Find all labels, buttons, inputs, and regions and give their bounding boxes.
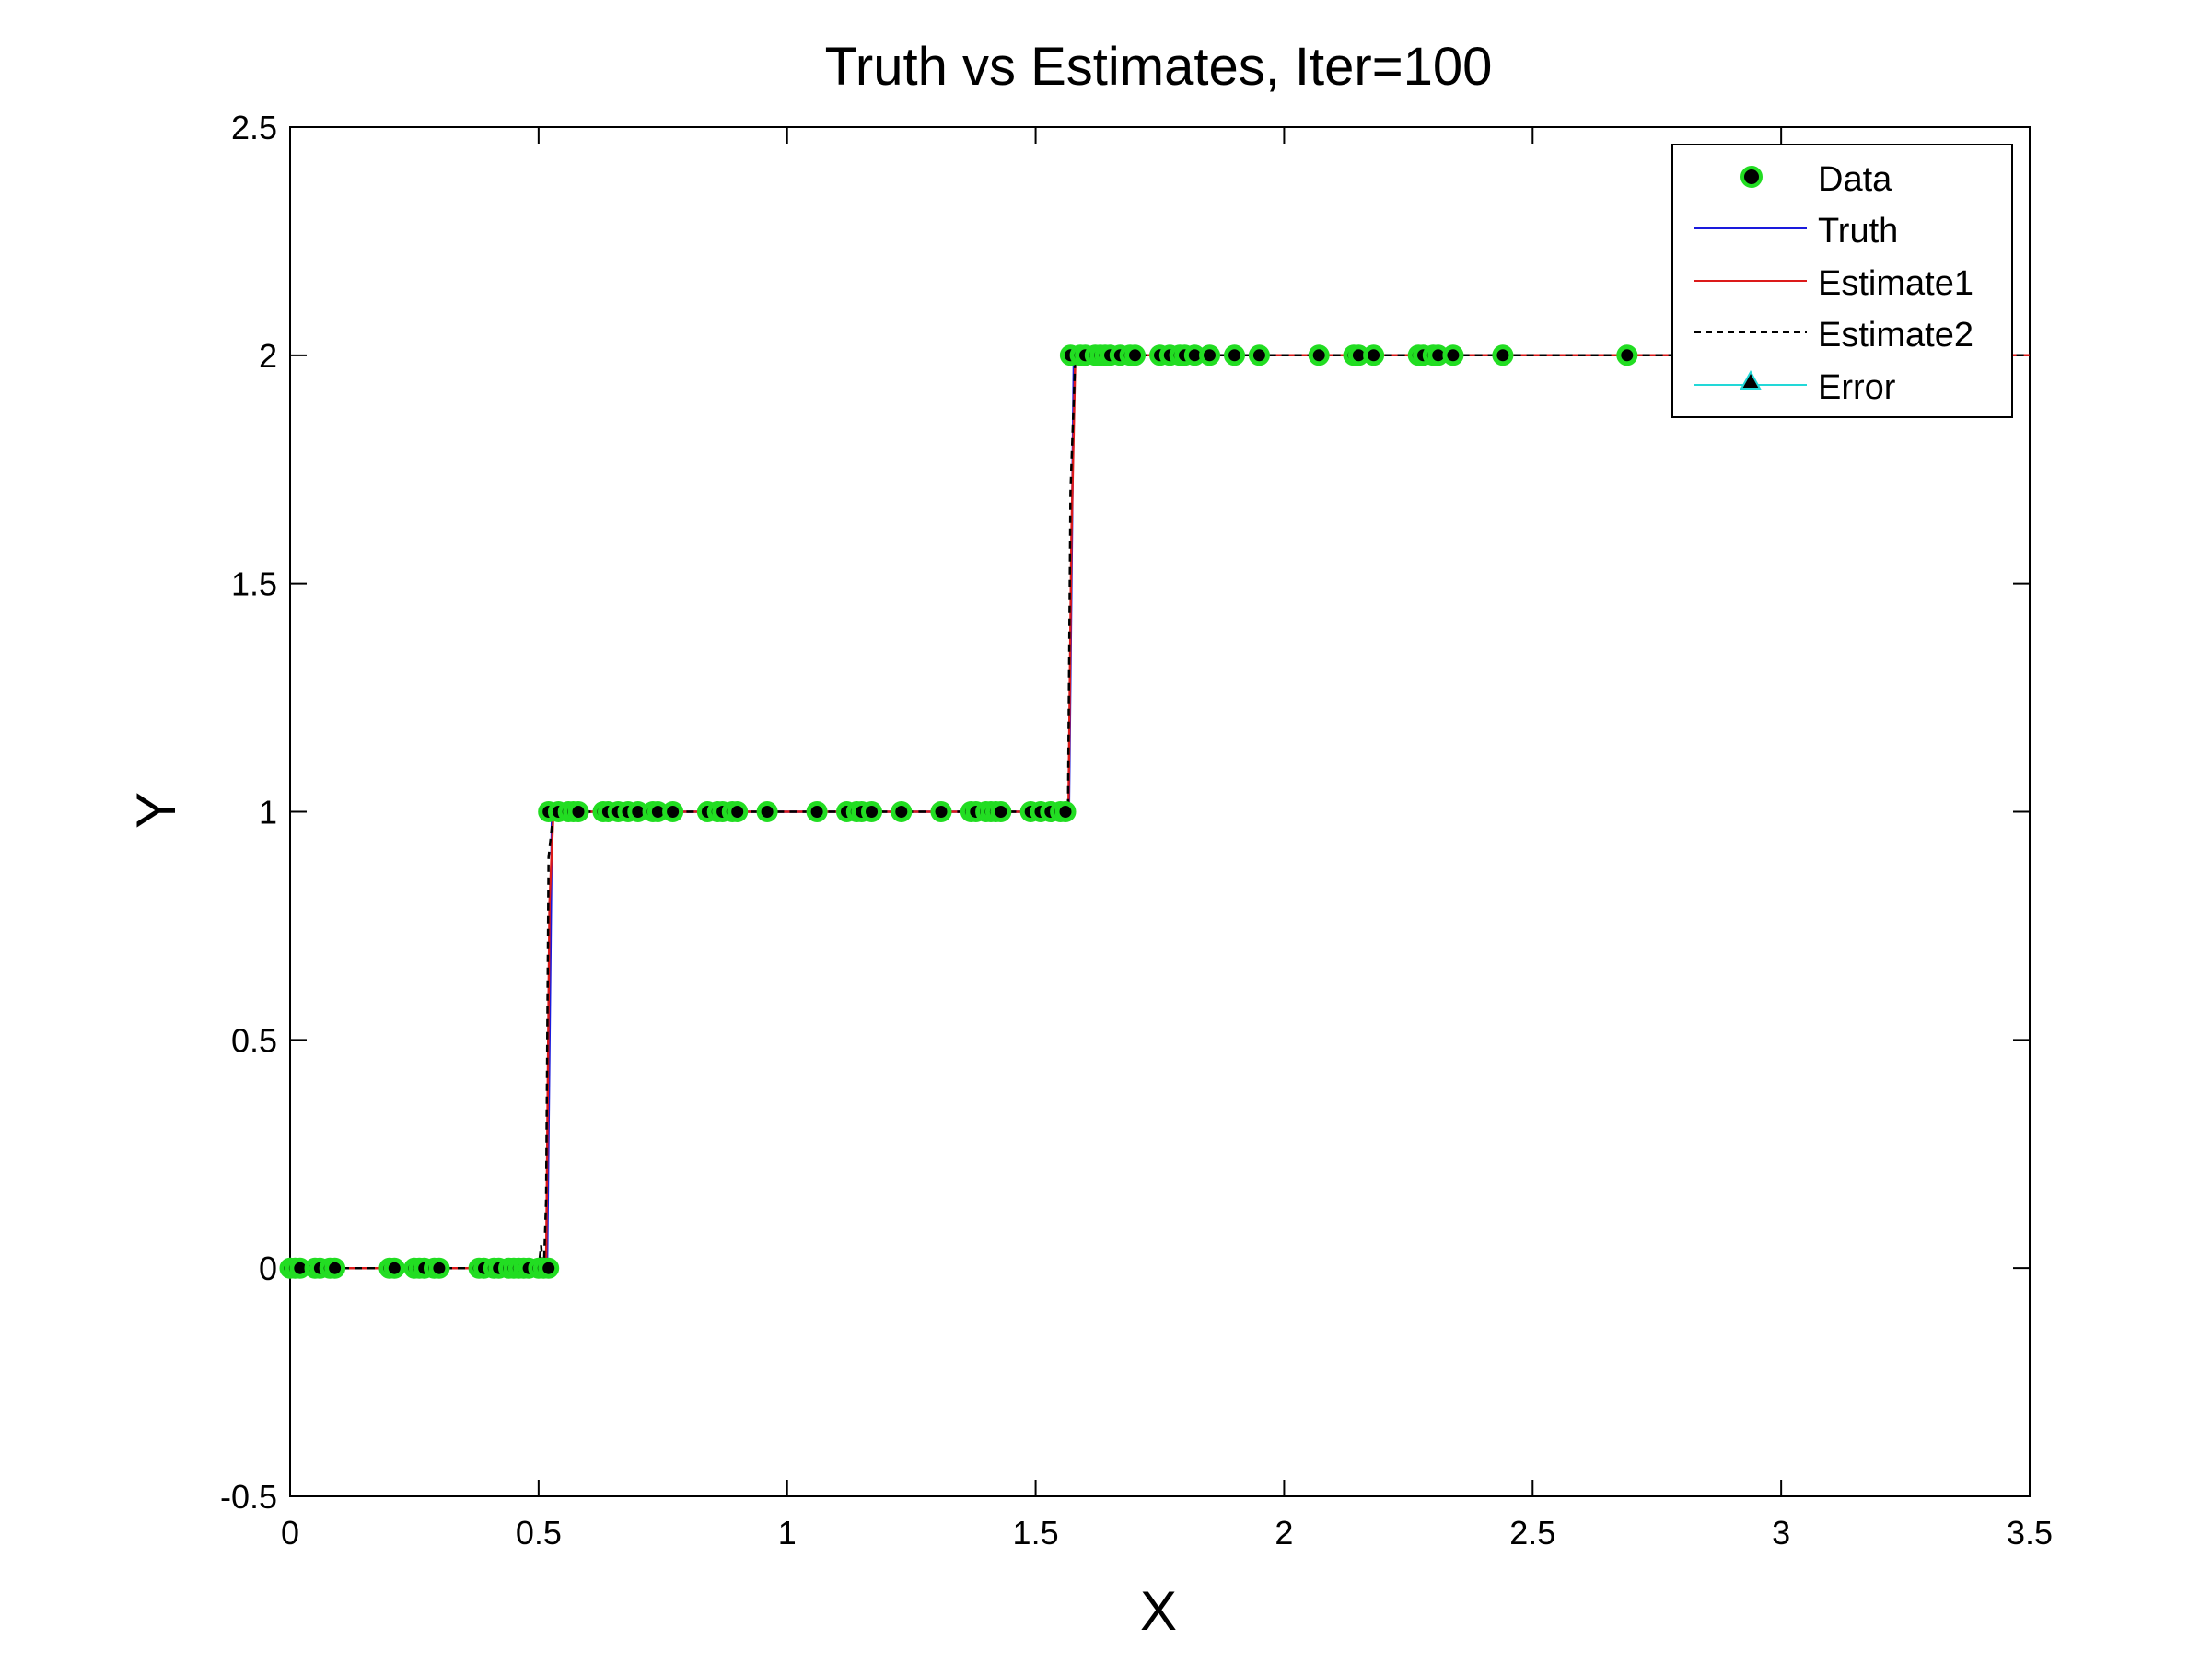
data-point xyxy=(662,801,684,822)
data-point xyxy=(1363,344,1385,366)
data-point xyxy=(1492,344,1514,366)
data-point xyxy=(383,1257,405,1279)
y-tick-label: 1.5 xyxy=(231,565,277,603)
x-tick-label: 1 xyxy=(778,1514,797,1552)
data-point xyxy=(1616,344,1638,366)
legend-label-error: Error xyxy=(1818,368,1896,407)
x-tick-label: 3 xyxy=(1772,1514,1790,1552)
y-tick-label: 2 xyxy=(259,337,277,375)
data-point xyxy=(1054,801,1077,822)
axis-ticks: 0 0.5 1 1.5 2 2.5 3 3.5-0.500.511.522.5 xyxy=(220,109,2053,1552)
y-tick-label: -0.5 xyxy=(220,1478,277,1516)
chart-title: Truth vs Estimates, Iter=100 xyxy=(825,37,1493,97)
data-point xyxy=(930,801,952,822)
x-axis-label: X xyxy=(1140,1580,1177,1642)
y-axis-label: Y xyxy=(125,792,187,829)
data-point xyxy=(756,801,778,822)
x-tick-label: 2 xyxy=(1275,1514,1293,1552)
legend-data-marker xyxy=(1740,166,1763,188)
legend-label-estimate1: Estimate1 xyxy=(1818,264,1973,303)
y-tick-label: 1 xyxy=(259,794,277,832)
data-point xyxy=(538,1257,560,1279)
x-tick-label: 2.5 xyxy=(1509,1514,1555,1552)
legend-label-truth: Truth xyxy=(1818,212,1898,250)
series-line-estimate2 xyxy=(290,354,2030,1278)
data-point xyxy=(1248,344,1270,366)
x-tick-label: 3.5 xyxy=(2007,1514,2053,1552)
legend-error-marker xyxy=(1740,369,1762,390)
legend: Data Truth Estimate1 Estimate2 Error xyxy=(1671,144,2013,418)
y-tick-label: 0 xyxy=(259,1250,277,1287)
data-point xyxy=(891,801,913,822)
data-point xyxy=(990,801,1012,822)
data-point xyxy=(324,1257,346,1279)
data-point xyxy=(861,801,882,822)
x-tick-label: 0 xyxy=(281,1514,299,1552)
data-point xyxy=(1124,344,1146,366)
legend-label-data: Data xyxy=(1818,160,1892,199)
data-point xyxy=(567,801,589,822)
legend-label-estimate2: Estimate2 xyxy=(1818,316,1973,355)
data-markers xyxy=(279,344,1792,1279)
x-tick-label: 0.5 xyxy=(516,1514,562,1552)
y-tick-label: 0.5 xyxy=(231,1021,277,1059)
data-point xyxy=(428,1257,450,1279)
y-tick-label: 2.5 xyxy=(231,109,277,146)
data-point xyxy=(727,801,749,822)
data-point xyxy=(1442,344,1464,366)
data-point xyxy=(1199,344,1220,366)
data-point xyxy=(1308,344,1330,366)
data-point xyxy=(1224,344,1245,366)
data-point xyxy=(806,801,828,822)
x-tick-label: 1.5 xyxy=(1013,1514,1059,1552)
